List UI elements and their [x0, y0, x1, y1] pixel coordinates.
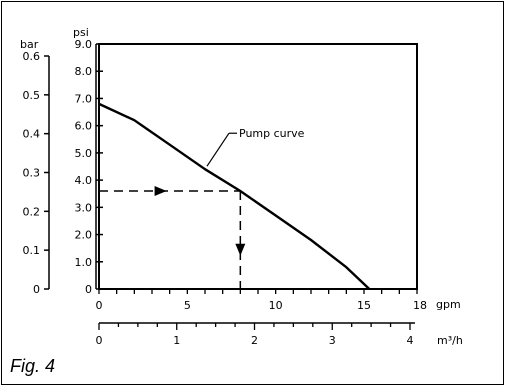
plot-area: [98, 43, 418, 290]
x-secondary-tick-label: 4: [407, 334, 414, 347]
x-primary-tick-label: 18: [413, 299, 427, 312]
x-secondary-tick-label: 0: [96, 334, 103, 347]
pump-curve-leader-line: [206, 132, 230, 167]
y-primary-tick-label: 1.0: [75, 256, 93, 269]
flow-arrow-icon: [154, 186, 167, 196]
y-secondary-tick-label: 0.5: [23, 89, 41, 102]
y-primary-tick-label: 8.0: [75, 65, 93, 78]
y-secondary-tick-label: 0.1: [23, 244, 41, 257]
x-primary-tick-label: 0: [96, 299, 103, 312]
x-secondary-tick-label: 1: [173, 334, 180, 347]
y-secondary-unit: bar: [20, 38, 39, 51]
pump-curve-label: Pump curve: [239, 127, 305, 140]
y-secondary-tick-label: 0.3: [23, 167, 41, 180]
y-secondary-tick-label: 0.2: [23, 205, 41, 218]
y-primary-tick-label: 4.0: [75, 174, 93, 187]
x-primary-unit: gpm: [436, 298, 461, 311]
pump-curve-line: [98, 102, 371, 290]
figure-caption: Fig. 4: [10, 356, 56, 376]
y-secondary-tick-label: 0.6: [23, 50, 41, 63]
x-secondary-unit: m³/h: [437, 334, 463, 347]
y-primary-tick-label: 5.0: [75, 147, 93, 160]
x-primary-tick-label: 10: [269, 299, 283, 312]
x-primary-tick-label: 5: [184, 299, 191, 312]
x-secondary-tick-label: 2: [251, 334, 258, 347]
x-primary-tick-label: 15: [357, 299, 371, 312]
y-primary-unit: psi: [73, 26, 89, 39]
y-primary-tick-label: 9.0: [75, 38, 93, 51]
y-primary-tick-label: 7.0: [75, 92, 93, 105]
y-primary-tick-label: 6.0: [75, 120, 93, 133]
y-primary-tick-label: 2.0: [75, 229, 93, 242]
y-primary-tick-label: 3.0: [75, 201, 93, 214]
y-secondary-tick-label: 0: [33, 283, 40, 296]
y-secondary-tick-label: 0.4: [23, 128, 41, 141]
pressure-arrow-icon: [235, 243, 246, 256]
y-primary-tick-label: 0: [85, 283, 92, 296]
x-secondary-tick-label: 3: [329, 334, 336, 347]
